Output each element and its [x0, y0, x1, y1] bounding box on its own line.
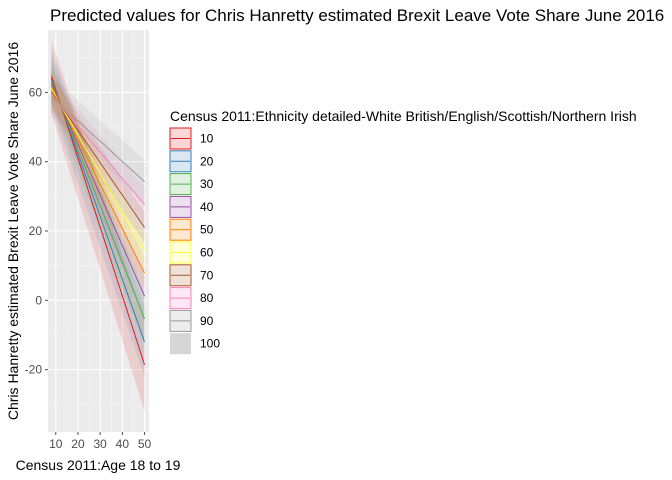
x-tick-label: 10	[49, 437, 63, 451]
y-tick-label: 40	[29, 155, 43, 169]
legend-label-50: 50	[200, 223, 214, 237]
y-axis-label: Chris Hanretty estimated Brexit Leave Vo…	[5, 42, 21, 420]
x-tick-label: 30	[93, 437, 107, 451]
legend: 10 20 30 40 50 60 70 80 90 100	[169, 127, 220, 355]
line-30	[50, 80, 146, 320]
legend-key-100	[170, 333, 191, 355]
legend-label-80: 80	[200, 291, 214, 305]
line-60	[50, 88, 145, 251]
line-20	[50, 78, 146, 343]
legend-label-100: 100	[200, 337, 220, 351]
line-10	[50, 75, 146, 365]
ribbon-90	[51, 76, 145, 204]
y-axis-ticks: -20 0 20 40 60	[25, 85, 48, 377]
line-90	[50, 96, 145, 183]
y-tick-label: 20	[29, 224, 43, 238]
x-tick-label: 40	[116, 437, 130, 451]
x-axis-label: Census 2011:Age 18 to 19	[16, 457, 181, 473]
x-tick-label: 20	[71, 437, 85, 451]
legend-label-30: 30	[200, 177, 214, 191]
line-70	[50, 91, 145, 228]
y-tick-label: 60	[29, 85, 43, 99]
y-tick-label: 0	[35, 293, 42, 307]
x-tick-label: 50	[138, 437, 152, 451]
legend-label-20: 20	[200, 154, 214, 168]
line-40	[50, 83, 146, 297]
line-80	[50, 93, 145, 205]
legend-label-70: 70	[200, 268, 214, 282]
legend-label-90: 90	[200, 314, 214, 328]
grid-major	[48, 30, 149, 432]
legend-label-60: 60	[200, 246, 214, 260]
prediction-lines	[50, 75, 146, 365]
x-axis-ticks: 10 20 30 40 50	[49, 432, 152, 451]
chart-title: Predicted values for Chris Hanretty esti…	[50, 6, 665, 25]
legend-label-40: 40	[200, 200, 214, 214]
y-tick-label: -20	[25, 363, 43, 377]
legend-title: Census 2011:Ethnicity detailed-White Bri…	[170, 108, 637, 124]
line-50	[50, 85, 146, 274]
legend-label-10: 10	[200, 132, 214, 146]
